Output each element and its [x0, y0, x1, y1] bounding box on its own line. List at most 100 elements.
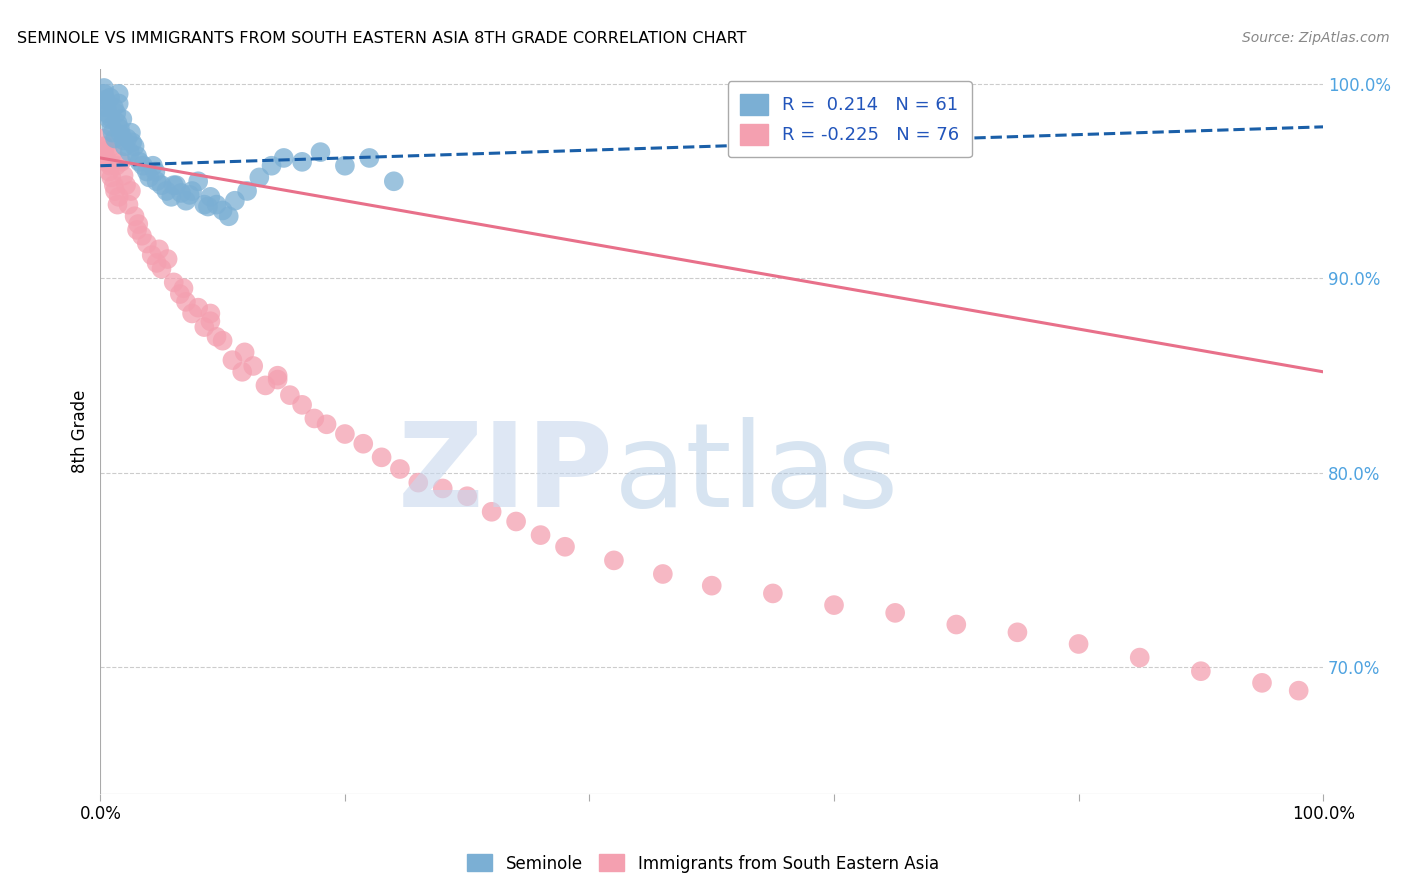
- Point: [193, 320, 215, 334]
- Text: SEMINOLE VS IMMIGRANTS FROM SOUTH EASTERN ASIA 8TH GRADE CORRELATION CHART: SEMINOLE VS IMMIGRANTS FROM SOUTH EASTER…: [17, 31, 747, 46]
- Point: [233, 345, 256, 359]
- Point: [112, 169, 135, 183]
- Point: [114, 139, 136, 153]
- Point: [96, 100, 118, 114]
- Point: [181, 184, 204, 198]
- Point: [291, 154, 314, 169]
- Point: [945, 617, 967, 632]
- Point: [700, 579, 723, 593]
- Point: [110, 128, 132, 142]
- Point: [823, 598, 845, 612]
- Point: [169, 287, 191, 301]
- Point: [197, 200, 219, 214]
- Point: [1288, 683, 1310, 698]
- Point: [603, 553, 626, 567]
- Point: [187, 174, 209, 188]
- Point: [1189, 664, 1212, 678]
- Point: [148, 243, 170, 257]
- Point: [1129, 650, 1152, 665]
- Point: [211, 334, 233, 348]
- Point: [121, 136, 143, 150]
- Point: [505, 515, 527, 529]
- Point: [132, 159, 155, 173]
- Point: [117, 131, 139, 145]
- Point: [93, 81, 115, 95]
- Point: [107, 116, 129, 130]
- Point: [554, 540, 576, 554]
- Point: [156, 252, 179, 266]
- Point: [98, 110, 121, 124]
- Point: [160, 190, 183, 204]
- Point: [107, 197, 129, 211]
- Point: [254, 378, 277, 392]
- Point: [141, 248, 163, 262]
- Point: [242, 359, 264, 373]
- Point: [266, 373, 288, 387]
- Point: [200, 190, 222, 204]
- Point: [105, 159, 128, 173]
- Point: [124, 139, 146, 153]
- Point: [382, 174, 405, 188]
- Point: [174, 194, 197, 208]
- Point: [125, 149, 148, 163]
- Point: [165, 178, 187, 193]
- Point: [124, 209, 146, 223]
- Point: [432, 482, 454, 496]
- Point: [481, 505, 503, 519]
- Point: [273, 151, 295, 165]
- Point: [97, 106, 120, 120]
- Point: [173, 281, 195, 295]
- Point: [104, 184, 127, 198]
- Point: [163, 276, 186, 290]
- Point: [315, 417, 337, 432]
- Point: [278, 388, 301, 402]
- Point: [100, 170, 122, 185]
- Point: [260, 159, 283, 173]
- Point: [107, 87, 129, 101]
- Point: [111, 112, 134, 126]
- Point: [120, 126, 142, 140]
- Point: [128, 154, 150, 169]
- Point: [181, 306, 204, 320]
- Point: [97, 143, 120, 157]
- Point: [291, 398, 314, 412]
- Point: [101, 126, 124, 140]
- Point: [110, 154, 132, 169]
- Point: [135, 236, 157, 251]
- Point: [112, 133, 135, 147]
- Point: [884, 606, 907, 620]
- Point: [205, 330, 228, 344]
- Point: [370, 450, 392, 465]
- Point: [145, 174, 167, 188]
- Point: [91, 131, 114, 145]
- Point: [138, 170, 160, 185]
- Point: [97, 164, 120, 178]
- Point: [125, 223, 148, 237]
- Text: atlas: atlas: [614, 417, 900, 533]
- Point: [103, 100, 125, 114]
- Point: [236, 184, 259, 198]
- Legend: R =  0.214   N = 61, R = -0.225   N = 76: R = 0.214 N = 61, R = -0.225 N = 76: [728, 81, 972, 157]
- Point: [193, 197, 215, 211]
- Point: [170, 186, 193, 200]
- Point: [1067, 637, 1090, 651]
- Point: [97, 112, 120, 126]
- Point: [115, 178, 138, 193]
- Point: [529, 528, 551, 542]
- Point: [163, 178, 186, 193]
- Point: [101, 145, 124, 160]
- Point: [117, 197, 139, 211]
- Point: [107, 190, 129, 204]
- Point: [200, 306, 222, 320]
- Point: [98, 91, 121, 105]
- Point: [145, 164, 167, 178]
- Point: [179, 187, 201, 202]
- Point: [388, 462, 411, 476]
- Point: [127, 217, 149, 231]
- Point: [174, 294, 197, 309]
- Text: ZIP: ZIP: [398, 417, 614, 533]
- Point: [359, 151, 381, 165]
- Point: [131, 228, 153, 243]
- Point: [94, 93, 117, 107]
- Point: [118, 145, 141, 160]
